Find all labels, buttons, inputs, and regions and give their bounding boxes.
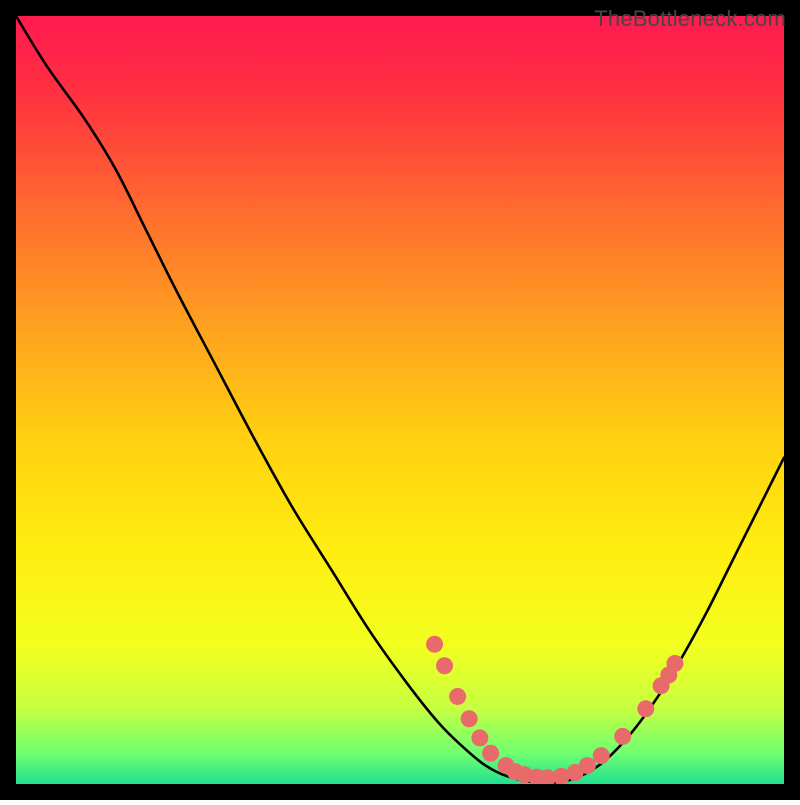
curve-marker bbox=[426, 636, 443, 653]
watermark-label: TheBottleneck.com bbox=[594, 6, 786, 32]
curve-marker bbox=[482, 745, 499, 762]
curve-marker bbox=[579, 757, 596, 774]
curve-marker bbox=[461, 710, 478, 727]
curve-marker bbox=[614, 728, 631, 745]
curve-marker bbox=[449, 688, 466, 705]
curve-marker bbox=[436, 657, 453, 674]
curve-marker bbox=[471, 729, 488, 746]
curve-marker bbox=[593, 747, 610, 764]
chart-frame: TheBottleneck.com bbox=[0, 0, 800, 800]
curve-marker bbox=[666, 655, 683, 672]
curve-marker bbox=[637, 700, 654, 717]
bottleneck-curve-chart bbox=[0, 0, 800, 800]
